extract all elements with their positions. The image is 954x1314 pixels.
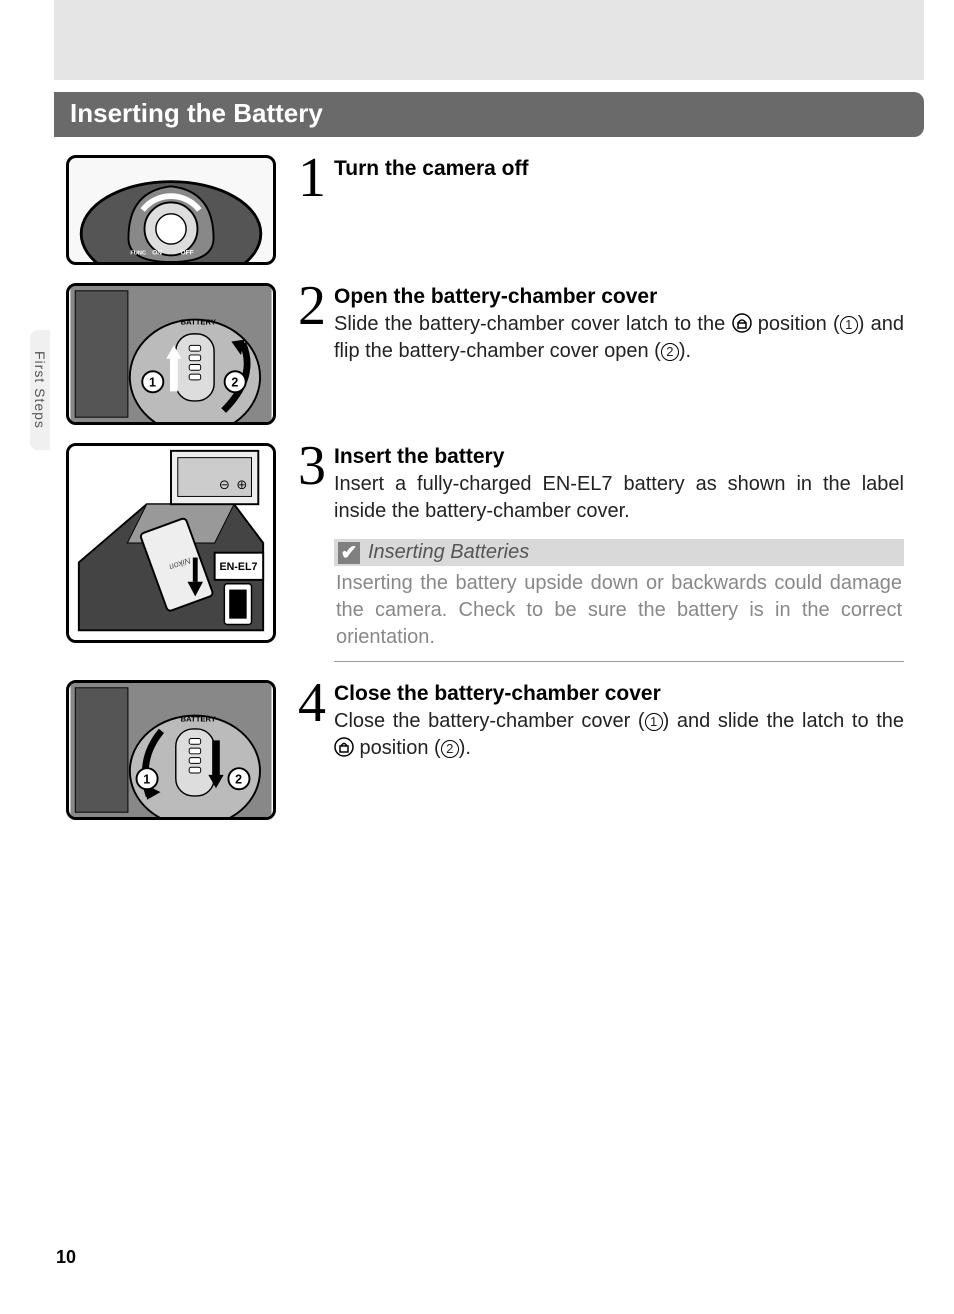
svg-text:EN-EL7: EN-EL7 xyxy=(220,561,258,573)
circled-2: 2 xyxy=(441,740,459,758)
side-tab: First Steps xyxy=(30,330,50,450)
on-label: ON xyxy=(152,249,162,256)
step-2-desc: Slide the battery-chamber cover latch to… xyxy=(334,311,904,365)
step-1-title: Turn the camera off xyxy=(334,157,904,181)
svg-text:1: 1 xyxy=(143,773,150,787)
step-4-desc: Close the battery-chamber cover (1) and … xyxy=(334,708,904,762)
step-3-thumb: Nikon EN-EL7 xyxy=(66,443,276,643)
top-banner xyxy=(54,0,924,80)
step-2: BATTERY 1 2 2 Open the battery xyxy=(66,283,904,425)
circled-1: 1 xyxy=(645,713,663,731)
section-title: Inserting the Battery xyxy=(70,98,323,128)
section-header: Inserting the Battery xyxy=(54,92,924,137)
content-area: ON OFF FUNC 1 Turn the camera off BATTER… xyxy=(66,155,904,820)
step-2-title: Open the battery-chamber cover xyxy=(334,285,904,309)
step-1: ON OFF FUNC 1 Turn the camera off xyxy=(66,155,904,265)
lock-icon xyxy=(334,737,354,757)
callout-body: Inserting the battery upside down or bac… xyxy=(334,566,904,661)
step-1-thumb: ON OFF FUNC xyxy=(66,155,276,265)
step-4-title: Close the battery-chamber cover xyxy=(334,682,904,706)
svg-text:BATTERY: BATTERY xyxy=(181,317,216,326)
step-3-number: 3 xyxy=(298,443,326,662)
side-tab-label: First Steps xyxy=(32,351,48,429)
circled-2: 2 xyxy=(661,343,679,361)
check-icon: ✔ xyxy=(338,542,360,564)
step-3: Nikon EN-EL7 3 Insert the battery Insert… xyxy=(66,443,904,662)
page-number: 10 xyxy=(56,1247,76,1268)
step-3-desc: Insert a fully-charged EN-EL7 battery as… xyxy=(334,471,904,525)
step-2-thumb: BATTERY 1 2 xyxy=(66,283,276,425)
svg-text:2: 2 xyxy=(231,376,238,390)
step-1-number: 1 xyxy=(298,155,326,203)
svg-text:BATTERY: BATTERY xyxy=(181,714,216,723)
svg-text:1: 1 xyxy=(149,376,156,390)
step-3-title: Insert the battery xyxy=(334,445,904,469)
circled-1: 1 xyxy=(840,316,858,334)
step-4-thumb: BATTERY 1 2 xyxy=(66,680,276,820)
step-4: BATTERY 1 2 4 Close the batter xyxy=(66,680,904,820)
step-2-number: 2 xyxy=(298,283,326,365)
callout-title: Inserting Batteries xyxy=(368,541,529,564)
step-3-callout: ✔ Inserting Batteries Inserting the batt… xyxy=(334,539,904,662)
off-label: OFF xyxy=(180,249,193,256)
step-4-number: 4 xyxy=(298,680,326,762)
unlock-icon xyxy=(732,313,752,333)
func-label: FUNC xyxy=(130,250,146,256)
svg-text:2: 2 xyxy=(235,773,242,787)
